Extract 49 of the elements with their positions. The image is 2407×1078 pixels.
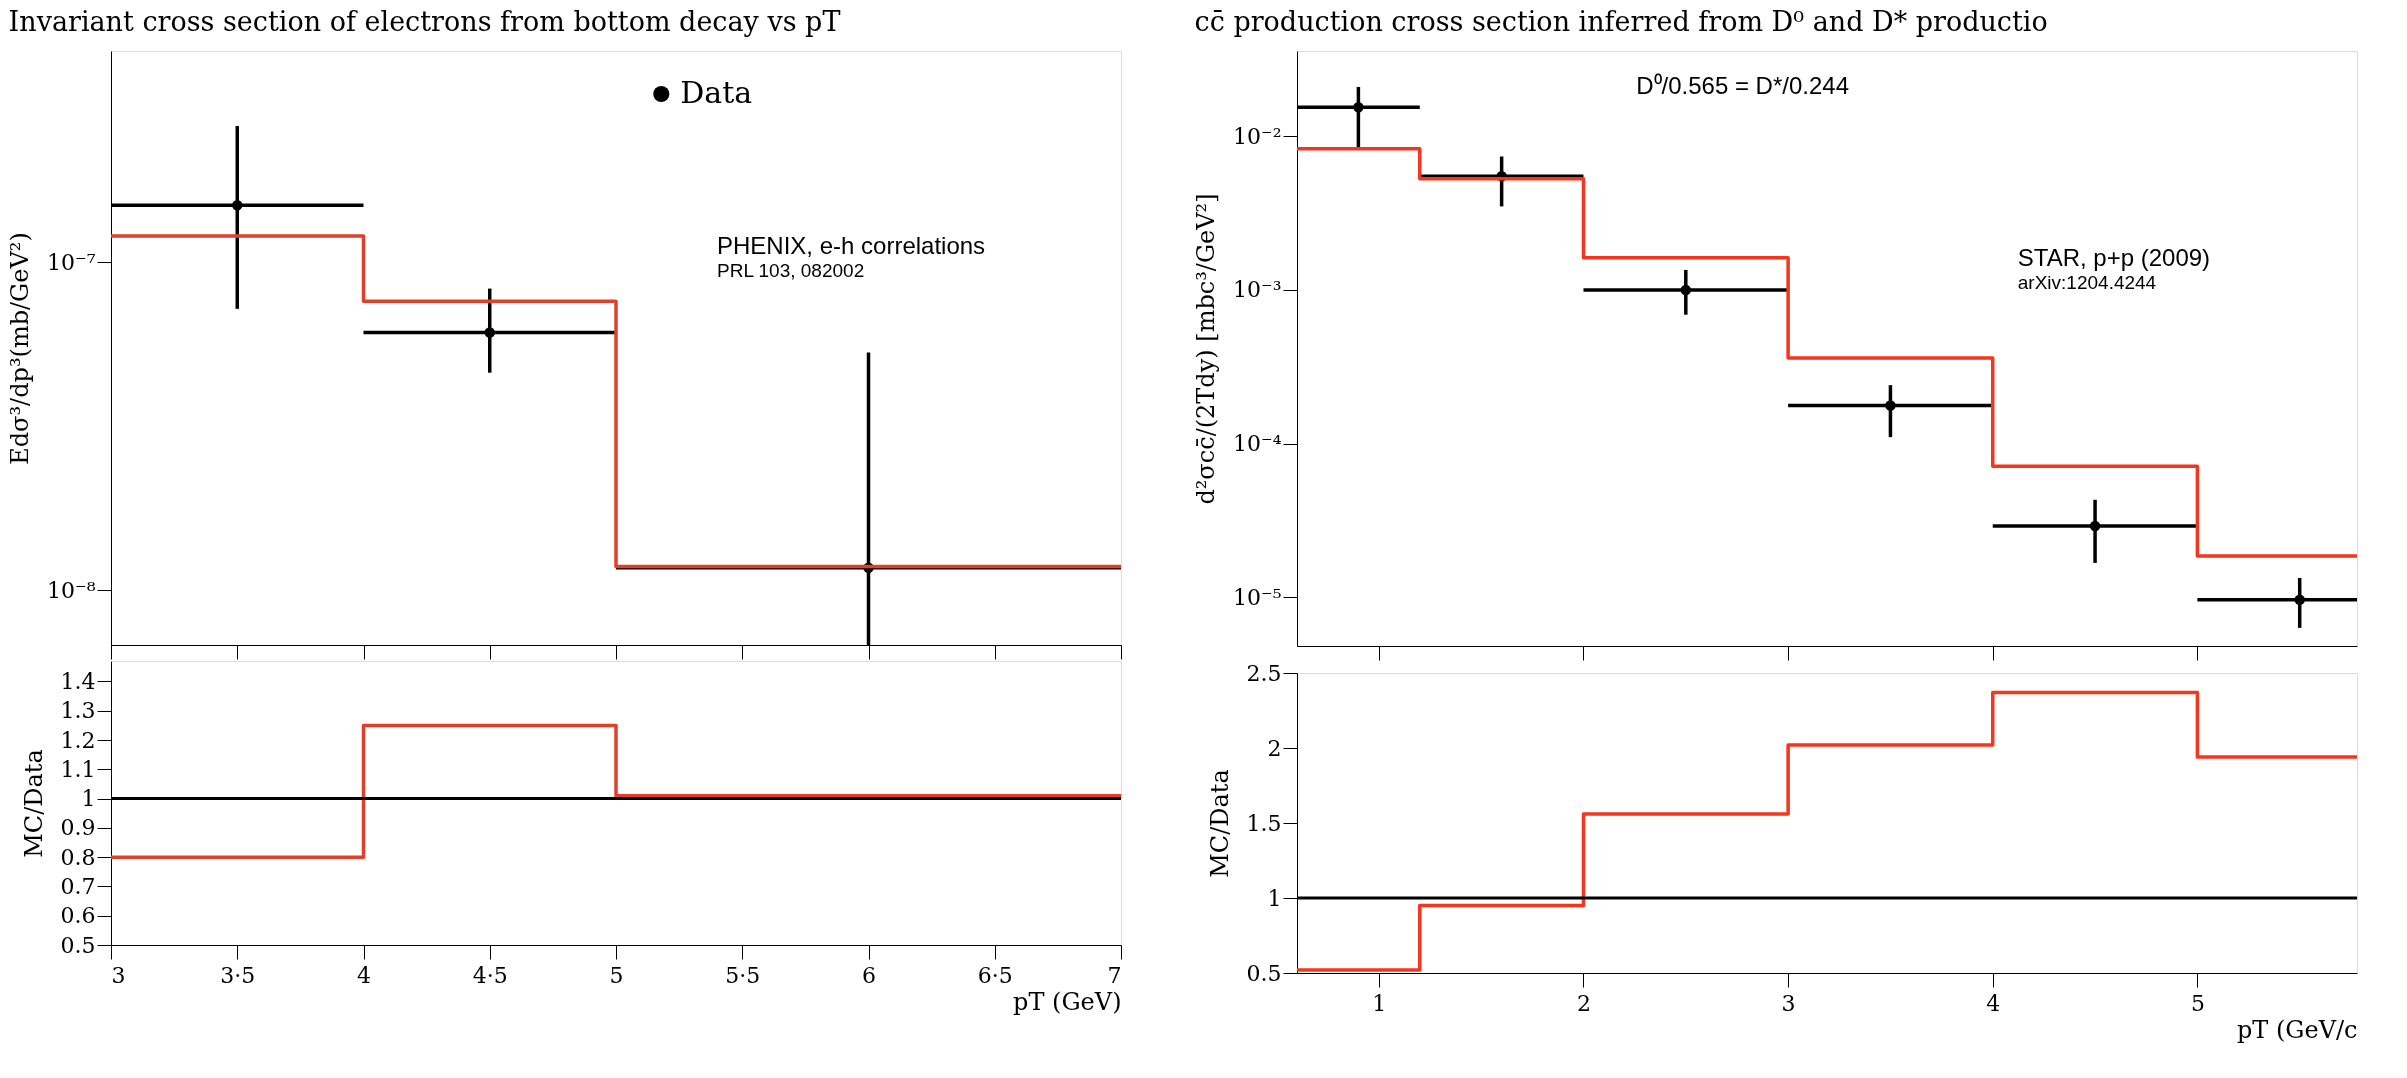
x-axis-title: pT (GeV) [1013, 987, 1122, 1016]
x-tick-label: 3 [111, 962, 126, 988]
x-tick-label: 7 [1107, 962, 1122, 988]
y-axis-title: MC/Data [1205, 769, 1234, 878]
y-axis-title: d²σcc̄/(2Tdy) [mbc³/GeV²] [1192, 193, 1221, 505]
annotation: arXiv:1204.4244 [2017, 272, 2157, 294]
y-tick-label: 0.7 [60, 873, 96, 899]
x-tick-label: 2 [1576, 990, 1591, 1016]
x-tick-label: 5 [609, 962, 624, 988]
x-tick-label: 4 [1986, 990, 2001, 1016]
y-tick-label: 0.5 [1246, 960, 1282, 986]
y-tick-label: 10⁻³ [1233, 277, 1282, 303]
chart-title: Invariant cross section of electrons from bottom decay vs pT [8, 6, 841, 37]
x-tick-label: 5 [2190, 990, 2205, 1016]
x-tick-label: 1 [1372, 990, 1387, 1016]
y-tick-label: 1.3 [60, 698, 96, 724]
x-tick-label: 4 [357, 962, 371, 988]
y-tick-label: 10⁻⁵ [1233, 584, 1282, 610]
x-axis-title: pT (GeV/c [2236, 1015, 2358, 1044]
y-axis-title: Edσ³/dp³(mb/GeV²) [6, 232, 35, 465]
y-tick-label: 0.8 [60, 844, 96, 870]
annotation: STAR, p+p (2009) [2017, 244, 2211, 272]
y-tick-label: 1 [1267, 885, 1282, 911]
x-tick-label: 3 [1781, 990, 1796, 1016]
annotation: PRL 103, 082002 [717, 260, 865, 282]
y-tick-label: 1.1 [60, 756, 96, 782]
y-axis-title: MC/Data [19, 749, 48, 858]
y-tick-label: 1.5 [1246, 810, 1282, 836]
legend-label: Data [680, 75, 753, 110]
y-tick-label: 10⁻⁷ [47, 249, 96, 275]
y-tick-label: 1 [81, 786, 96, 812]
y-tick-label: 0.9 [60, 815, 96, 841]
x-tick-label: 6 [862, 962, 876, 988]
annotation: D⁰/0.565 = D*/0.244 [1636, 72, 1850, 99]
y-tick-label: 2 [1267, 735, 1282, 761]
chart-title: cc̄ production cross section inferred from D⁰ and D* productio [1194, 6, 2048, 37]
x-tick-label: 3·5 [220, 962, 256, 988]
y-tick-label: 10⁻⁸ [47, 577, 96, 603]
y-tick-label: 0.5 [60, 932, 96, 958]
annotation: PHENIX, e-h correlations [717, 232, 986, 260]
x-tick-label: 5·5 [725, 962, 761, 988]
y-tick-label: 2.5 [1246, 660, 1282, 686]
x-tick-label: 4·5 [472, 962, 508, 988]
y-tick-label: 10⁻² [1233, 123, 1282, 149]
y-tick-label: 1.2 [60, 727, 96, 753]
x-tick-label: 6·5 [977, 962, 1013, 988]
y-tick-label: 0.6 [60, 903, 96, 929]
y-tick-label: 10⁻⁴ [1233, 431, 1282, 457]
y-tick-label: 1.4 [60, 668, 96, 694]
